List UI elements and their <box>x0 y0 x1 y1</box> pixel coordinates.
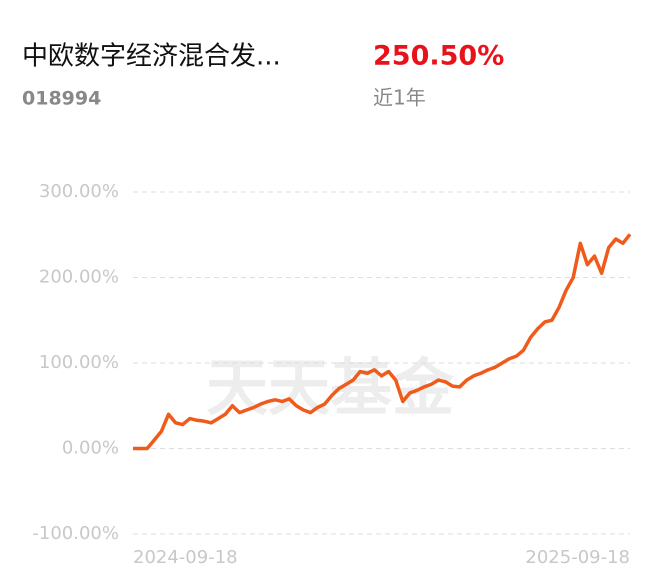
fund-return: 250.50% <box>373 41 504 72</box>
period: 近1年 <box>373 86 426 110</box>
y-tick-label: 300.00% <box>39 181 119 202</box>
y-tick-label: -100.00% <box>32 523 119 544</box>
y-tick-label: 200.00% <box>39 267 119 288</box>
fund-line <box>133 233 632 451</box>
x-tick-label: 2025-09-18 <box>525 547 630 568</box>
fund-name: 中欧数字经济混合发... <box>22 42 281 72</box>
fund-code: 018994 <box>22 88 101 110</box>
y-tick-label: 0.00% <box>62 438 119 459</box>
y-tick-label: 100.00% <box>39 352 119 373</box>
x-tick-label: 2024-09-18 <box>133 547 238 568</box>
